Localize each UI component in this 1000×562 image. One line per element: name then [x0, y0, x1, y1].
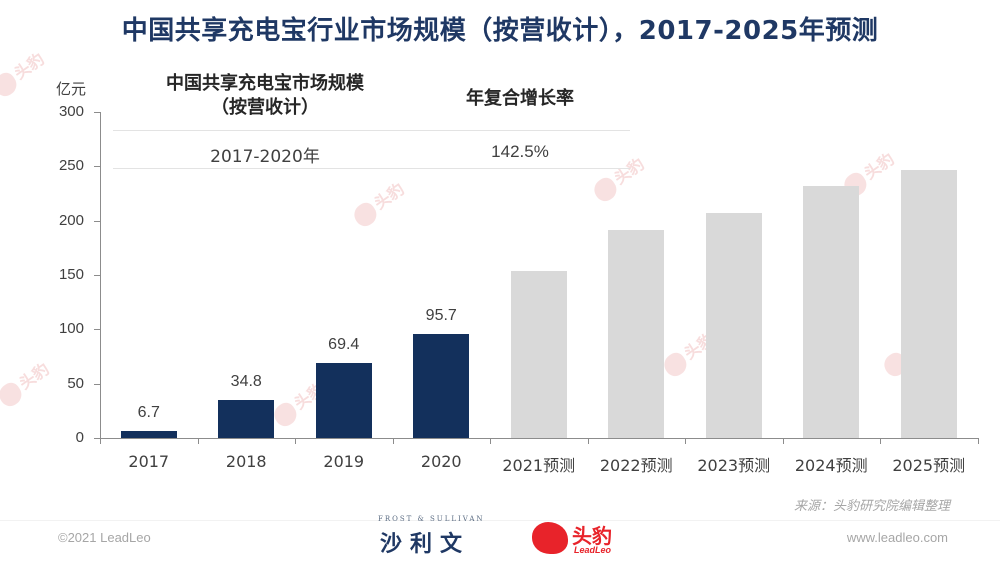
table-divider	[113, 168, 630, 169]
x-tick-label: 2023预测	[697, 456, 771, 475]
table-divider	[113, 130, 630, 131]
table-header-market-size: 中国共享充电宝市场规模 （按营收计）	[120, 72, 410, 120]
footer-divider	[0, 520, 1000, 521]
table-header-line1: 中国共享充电宝市场规模	[166, 73, 364, 94]
x-tick-mark	[392, 438, 394, 444]
chart-title: 中国共享充电宝行业市场规模（按营收计），2017-2025年预测	[121, 16, 879, 46]
bar-value-label: 6.7	[137, 403, 160, 421]
bar-actual	[120, 430, 177, 438]
y-tick-label: 200	[58, 211, 84, 229]
x-tick-mark	[197, 438, 199, 444]
y-tick-mark	[94, 383, 100, 385]
y-axis-unit: 亿元	[56, 80, 87, 98]
x-tick-label: 2019	[323, 452, 365, 471]
y-tick-mark	[94, 438, 100, 439]
bar-forecast	[900, 169, 957, 438]
y-tick-label: 250	[58, 157, 84, 175]
x-tick-label: 2021预测	[502, 456, 576, 475]
bar-actual	[315, 362, 372, 438]
y-tick-mark	[94, 112, 100, 113]
x-axis	[100, 438, 978, 439]
leadleo-logo-cn: 头豹	[572, 524, 612, 548]
y-tick-label: 100	[58, 320, 84, 338]
bar-actual	[413, 334, 470, 438]
x-tick-mark	[782, 438, 784, 444]
x-tick-mark	[100, 438, 101, 444]
y-tick-label: 300	[58, 103, 84, 120]
frost-sullivan-logo-text: FROST & SULLIVAN	[378, 515, 485, 523]
bar-forecast	[510, 270, 567, 438]
x-tick-mark	[880, 438, 881, 444]
y-tick-label: 50	[67, 374, 84, 392]
y-tick-mark	[94, 166, 100, 168]
table-cell-period: 2017-2020年	[210, 147, 320, 167]
y-tick-mark	[94, 275, 100, 276]
x-tick-label: 2024预测	[794, 456, 868, 475]
x-tick-label: 2025预测	[892, 456, 966, 475]
watermark: 头豹	[348, 176, 409, 230]
table-header-line2: （按营收计）	[211, 97, 319, 118]
watermark: 头豹	[0, 46, 49, 100]
x-tick-mark	[977, 438, 979, 444]
x-tick-mark	[295, 438, 296, 444]
bar-forecast	[705, 213, 762, 438]
y-tick-label: 150	[58, 266, 84, 283]
table-header-cagr: 年复合增长率	[466, 88, 574, 109]
table-cell-cagr: 142.5%	[491, 142, 549, 161]
y-axis	[100, 112, 101, 439]
copyright: ©2021 LeadLeo	[58, 530, 151, 545]
x-tick-label: 2018	[225, 452, 267, 471]
bar-value-label: 34.8	[230, 373, 262, 391]
x-tick-mark	[587, 438, 589, 444]
y-tick-mark	[94, 220, 100, 222]
source-note: 来源：头豹研究院编辑整理	[793, 499, 950, 514]
x-tick-mark	[685, 438, 686, 444]
website-link[interactable]: www.leadleo.com	[846, 530, 948, 545]
x-tick-label: 2017	[128, 452, 170, 471]
bar-value-label: 95.7	[425, 307, 457, 324]
bar-forecast	[608, 230, 665, 438]
x-tick-label: 2022预测	[599, 456, 673, 475]
frost-sullivan-logo-cn: 沙利文	[380, 532, 471, 557]
bar-forecast	[803, 185, 860, 438]
bar-value-label: 69.4	[328, 335, 360, 353]
y-tick-mark	[94, 329, 100, 331]
x-tick-label: 2020	[420, 452, 462, 471]
x-tick-mark	[490, 438, 491, 444]
leadleo-logo-icon	[532, 522, 568, 554]
bar-actual	[218, 400, 275, 438]
y-tick-label: 0	[75, 429, 84, 446]
leadleo-logo-en: LeadLeo	[574, 545, 612, 555]
